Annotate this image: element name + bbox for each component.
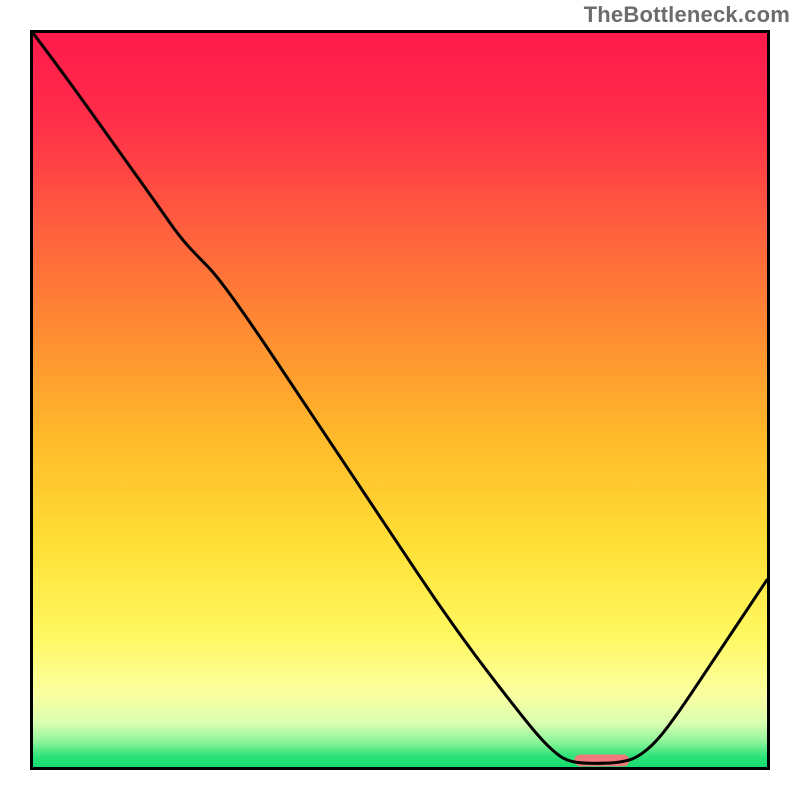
chart-root: { "watermark": { "text": "TheBottleneck.… <box>0 0 800 800</box>
chart-frame <box>30 30 770 770</box>
watermark-text: TheBottleneck.com <box>584 2 790 28</box>
